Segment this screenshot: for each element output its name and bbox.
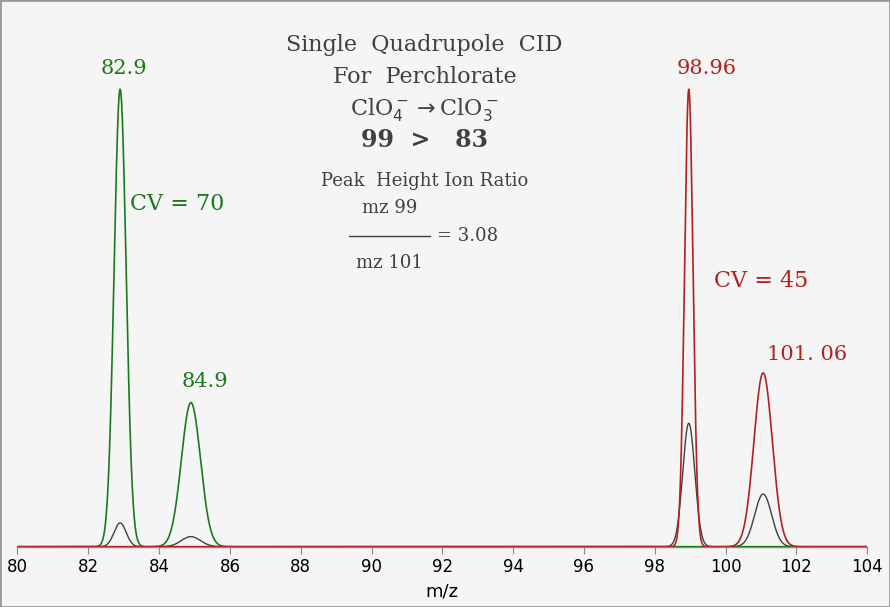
Text: CV = 45: CV = 45 <box>714 270 808 293</box>
Text: 82.9: 82.9 <box>101 59 147 78</box>
Text: ClO$_4^-$$\rightarrow$ClO$_3^-$: ClO$_4^-$$\rightarrow$ClO$_3^-$ <box>351 96 499 123</box>
Text: Single  Quadrupole  CID: Single Quadrupole CID <box>287 35 562 56</box>
Text: CV = 70: CV = 70 <box>130 192 224 215</box>
Text: 98.96: 98.96 <box>676 59 736 78</box>
Text: 101. 06: 101. 06 <box>767 345 847 364</box>
Text: mz 99: mz 99 <box>361 199 417 217</box>
Text: For  Perchlorate: For Perchlorate <box>333 66 516 89</box>
Text: 84.9: 84.9 <box>182 372 229 391</box>
Text: = 3.08: = 3.08 <box>437 226 498 245</box>
Text: mz 101: mz 101 <box>356 254 423 272</box>
Text: 99  >   83: 99 > 83 <box>361 128 488 152</box>
X-axis label: m/z: m/z <box>425 582 459 600</box>
Text: Peak  Height Ion Ratio: Peak Height Ion Ratio <box>321 172 529 189</box>
